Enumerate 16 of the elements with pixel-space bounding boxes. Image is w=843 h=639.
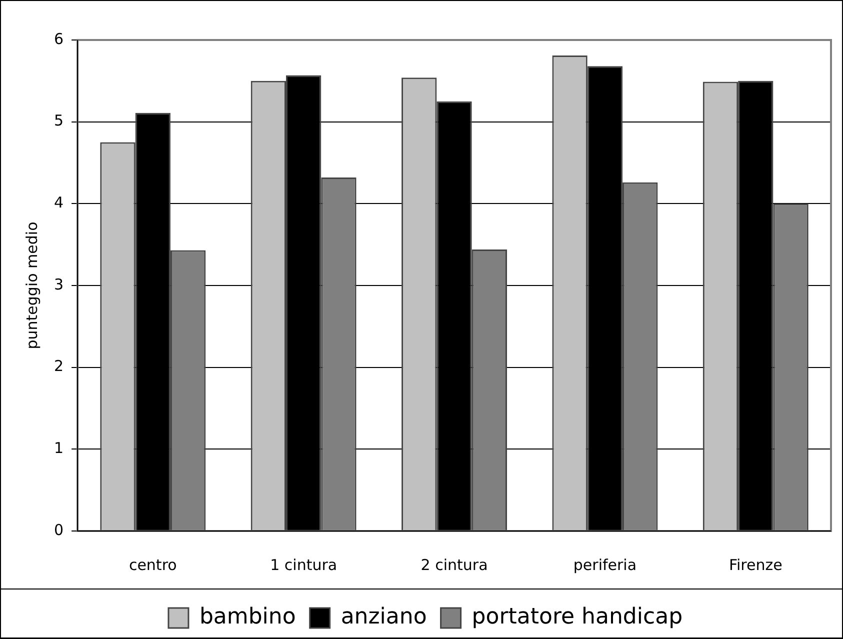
y-tick-label: 6 <box>54 30 64 48</box>
x-tick-label: 2 cintura <box>420 556 488 574</box>
legend-label: portatore handicap <box>472 604 683 630</box>
x-tick-label: Firenze <box>728 556 782 574</box>
y-tick-label: 0 <box>54 520 64 539</box>
legend-label: anziano <box>340 604 427 630</box>
y-tick-label: 3 <box>54 275 64 294</box>
y-axis-title: punteggio medio <box>22 222 41 350</box>
y-tick-label: 4 <box>54 194 64 212</box>
x-tick-label: periferia <box>573 556 637 574</box>
legend-label: bambino <box>199 604 296 630</box>
x-tick-label: centro <box>128 556 177 574</box>
y-tick-label: 5 <box>54 112 64 130</box>
y-tick-label: 2 <box>54 357 64 376</box>
y-tick-label: 1 <box>54 439 64 458</box>
x-tick-label: 1 cintura <box>270 556 338 574</box>
